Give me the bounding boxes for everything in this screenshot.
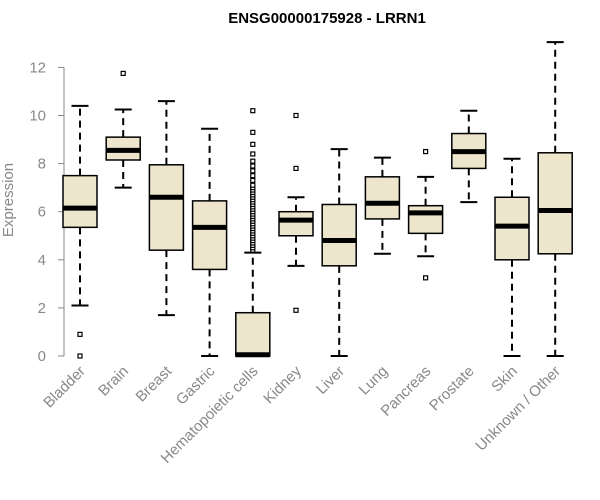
iqr-box [278,210,314,237]
outlier-point [293,112,299,119]
iqr-box [191,200,228,271]
box-kidney [278,112,314,313]
outlier-point [250,163,256,169]
outlier-point [77,353,83,359]
x-tick-label: Lung [356,363,392,399]
boxes-group [62,41,573,359]
outlier-point [250,173,256,179]
box-lung [364,156,401,255]
x-tick-label: Kidney [260,362,305,407]
outlier-point [77,331,83,337]
box-unknown-other [537,41,573,357]
outlier-point [423,148,429,155]
outlier-point [250,151,256,157]
outlier-point [250,168,256,174]
iqr-box [364,176,401,220]
y-tick-label: 10 [29,108,46,125]
y-tick-label: 2 [38,300,46,317]
box-hematopoietic-cells [235,108,271,358]
x-tick-label: Skin [488,363,521,396]
box-skin [494,157,530,357]
outlier-point [293,307,299,313]
chart-title: ENSG00000175928 - LRRN1 [228,10,426,27]
box-brain [105,70,141,189]
x-tick-label: Liver [313,363,348,398]
outlier-point [250,158,256,164]
box-breast [148,100,185,317]
box-liver [321,148,357,357]
outlier-point [250,177,256,184]
x-tick-label: Bladder [40,363,89,412]
y-tick-label: 12 [29,59,46,76]
iqr-box [407,204,444,235]
iqr-box [537,152,573,255]
x-tick-label: Prostate [426,363,478,415]
iqr-box [148,164,185,251]
outlier-point [250,129,256,135]
box-pancreas [407,148,444,281]
iqr-box [321,203,357,267]
y-axis-label: Expression [0,163,17,237]
box-bladder [62,104,98,359]
iqr-box [62,174,98,229]
outlier-point [250,182,256,188]
y-tick-label: 0 [38,348,46,365]
outlier-point [250,141,256,147]
x-tick-label: Breast [133,362,176,405]
box-prostate [451,109,487,204]
outlier-point [423,275,429,281]
y-tick-label: 6 [38,204,46,221]
y-tick-label: 8 [38,156,46,173]
outlier-point [120,70,126,77]
iqr-box [235,311,271,357]
box-gastric [191,127,228,357]
outlier-point [250,108,256,114]
outlier-point [293,165,299,172]
y-axis: 0 2 4 6 8 10 12 [29,59,65,365]
x-tick-label: Brain [95,363,132,400]
y-tick-label: 4 [38,252,46,269]
